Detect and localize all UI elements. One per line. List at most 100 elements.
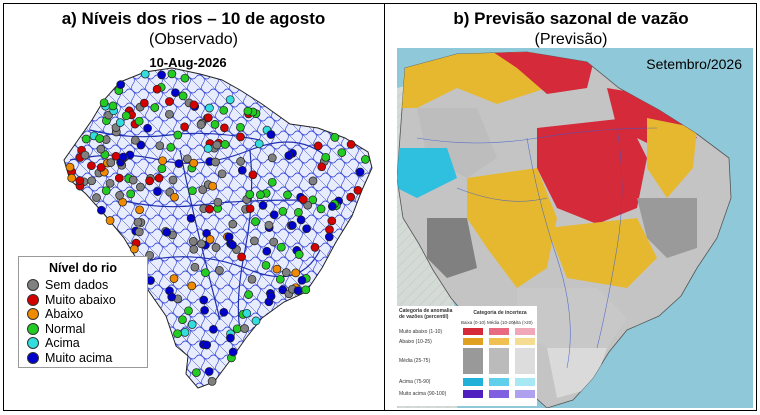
station-marker	[291, 268, 301, 278]
station-marker	[203, 144, 213, 153]
legend-item: Normal	[19, 322, 147, 337]
legend-swatch	[489, 390, 509, 398]
forecast-month: Setembro/2026	[646, 56, 742, 72]
station-marker	[129, 244, 139, 254]
station-marker	[205, 204, 214, 214]
station-marker	[189, 158, 199, 168]
station-marker	[211, 157, 220, 167]
station-marker	[197, 239, 206, 249]
station-marker	[237, 252, 246, 262]
legend-category-label: Muito abaixo (1-10)	[399, 328, 443, 335]
station-marker	[155, 141, 165, 151]
station-marker	[287, 221, 297, 230]
legend-swatch	[489, 378, 509, 386]
station-marker	[232, 324, 242, 334]
station-marker	[136, 140, 146, 150]
station-marker	[211, 243, 221, 252]
station-marker	[278, 206, 288, 216]
legend-swatch	[489, 328, 509, 335]
station-marker	[162, 227, 172, 237]
station-marker	[115, 118, 125, 127]
station-marker	[327, 202, 337, 211]
station-marker	[266, 291, 276, 301]
station-marker	[258, 201, 268, 210]
legend-category-label: Média (25-75)	[399, 358, 431, 364]
station-marker	[134, 227, 144, 237]
station-marker	[281, 268, 291, 277]
station-marker	[178, 315, 187, 325]
station-marker	[182, 154, 192, 164]
panel-a-subtitle: (Observado)	[149, 31, 238, 48]
panel-b-title: b) Previsão sazonal de vazão	[453, 9, 689, 28]
station-marker	[158, 156, 167, 166]
station-marker	[169, 274, 179, 283]
station-marker	[118, 152, 128, 162]
legend-swatch	[515, 338, 535, 345]
station-marker	[361, 155, 370, 164]
legend-item-label: Normal	[45, 321, 86, 336]
station-marker	[296, 215, 306, 225]
station-marker	[236, 132, 245, 142]
station-marker	[114, 173, 124, 183]
station-marker	[283, 190, 292, 200]
station-marker	[330, 133, 340, 142]
station-marker	[219, 307, 229, 317]
legend-title: Nível do rio	[48, 261, 118, 275]
station-marker	[135, 205, 144, 215]
river-level-legend: Nível do rio Sem dados Muito abaixo Abaixo…	[18, 256, 148, 368]
panel-forecast: b) Previsão sazonal de vazão (Previsão)	[385, 3, 757, 411]
station-marker	[180, 73, 190, 83]
legend-uncertainty-level: Alta (>20)	[513, 320, 533, 325]
station-marker	[240, 324, 249, 333]
station-marker	[165, 97, 174, 106]
station-marker	[126, 189, 136, 199]
station-marker	[202, 340, 212, 350]
legend-dot	[27, 351, 39, 364]
legend-swatch	[489, 338, 509, 345]
station-marker	[316, 204, 326, 214]
station-marker	[226, 333, 235, 343]
station-marker	[308, 195, 318, 205]
legend-swatch	[515, 348, 535, 374]
station-marker	[269, 237, 279, 247]
station-marker	[167, 292, 177, 302]
station-marker	[165, 109, 174, 119]
station-marker	[225, 95, 235, 105]
panel-a-date: 10-Aug-2026	[149, 55, 227, 70]
station-marker	[284, 151, 294, 160]
station-marker	[154, 173, 164, 183]
station-marker	[186, 213, 196, 223]
station-marker	[321, 152, 331, 162]
station-marker	[213, 197, 223, 207]
station-marker	[242, 308, 252, 318]
station-marker	[189, 100, 199, 110]
station-marker	[87, 176, 97, 186]
legend-uncertainty-level: Baixa (0-10)	[461, 320, 486, 325]
station-marker	[299, 195, 308, 204]
station-marker	[199, 295, 209, 305]
station-marker	[275, 274, 285, 284]
legend-item-label: Muito abaixo	[45, 292, 116, 307]
panel-divider	[384, 3, 385, 411]
legend-item: Muito abaixo	[19, 293, 147, 308]
station-marker	[192, 368, 201, 377]
station-marker	[302, 224, 311, 234]
station-marker	[108, 101, 118, 111]
station-marker	[115, 191, 124, 200]
station-marker	[187, 320, 197, 329]
station-marker	[204, 367, 214, 376]
station-marker	[324, 232, 334, 242]
station-marker	[180, 122, 189, 132]
station-marker	[136, 182, 145, 192]
station-marker	[201, 268, 210, 278]
station-marker	[97, 205, 106, 215]
station-marker	[180, 328, 190, 337]
station-marker	[152, 84, 162, 94]
station-marker	[236, 157, 245, 166]
panel-b-subtitle: (Previsão)	[534, 31, 608, 48]
station-marker	[313, 141, 323, 151]
station-marker	[236, 122, 245, 132]
station-marker	[228, 347, 238, 357]
station-marker	[228, 240, 237, 250]
station-marker	[188, 237, 198, 246]
